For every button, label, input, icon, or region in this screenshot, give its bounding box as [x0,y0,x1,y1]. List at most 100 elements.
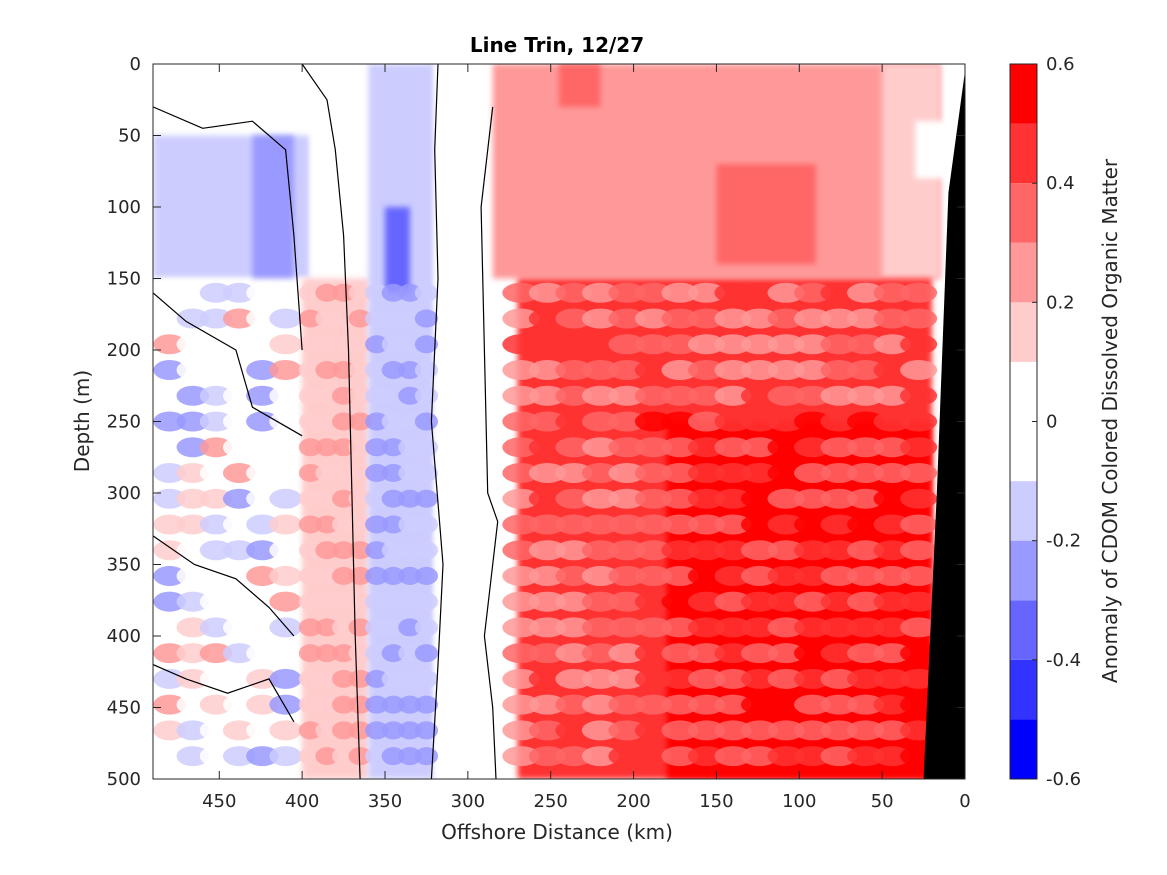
field-patch [581,334,619,355]
field-patch [398,489,422,508]
field-patch [687,514,726,535]
colorbar-segment [1010,481,1037,541]
field-patch [820,540,858,561]
field-patch [502,334,540,355]
field-patch [246,720,279,741]
field-patch [176,308,210,329]
field-patch [176,488,210,509]
field-patch [661,385,699,406]
field-patch [873,643,911,664]
field-patch [581,565,619,586]
field-patch [687,668,726,689]
field-patch [199,385,233,406]
field-patch [199,746,233,767]
field-patch [820,488,858,509]
field-patch [581,462,619,483]
field-region-7 [385,207,410,293]
field-patch [740,488,779,509]
field-patch [315,592,339,611]
field-patch [740,540,779,561]
field-patch [348,541,372,560]
field-patch [199,360,233,381]
field-patch [365,515,389,534]
field-patch [246,488,279,509]
field-patch [199,514,233,535]
field-patch [528,488,566,509]
field-patch [246,437,279,458]
field-patch [847,462,885,483]
field-patch [740,462,779,483]
field-patch [847,514,885,535]
chart-title: Line Trin, 12/27 [470,33,644,57]
field-patch [555,334,593,355]
zero-contour-line [153,664,295,723]
field-patch [199,565,233,586]
field-patch [381,361,405,380]
field-patch [381,412,405,431]
field-patch [687,411,726,432]
field-patch [873,282,911,303]
field-patch [873,385,911,406]
field-patch [608,282,646,303]
y-tick-label: 300 [107,483,141,504]
field-patch [348,644,372,663]
field-patch [687,694,726,715]
field-patch [793,308,832,329]
field-patch [714,514,752,535]
field-patch [555,565,593,586]
field-patch [348,386,372,405]
field-patch [740,746,779,767]
field-patch [793,668,832,689]
field-patch [298,335,323,354]
field-patch [365,463,389,482]
x-tick-label: 250 [534,791,568,812]
field-patch [348,669,372,688]
field-patch [398,463,422,482]
field-patch [414,669,439,688]
field-patch [176,540,210,561]
field-patch [365,541,389,560]
field-patch [714,720,752,741]
field-region-0 [153,64,311,136]
field-patch [298,309,323,328]
field-patch [820,617,858,638]
field-patch [634,746,673,767]
field-patch [199,694,233,715]
y-tick-label: 350 [107,555,141,576]
field-patch [246,282,279,303]
field-patch [714,617,752,638]
field-patch [176,720,210,741]
field-patch [687,488,726,509]
field-patch [381,669,405,688]
field-patch [153,617,186,638]
field-patch [222,334,256,355]
field-patch [661,360,699,381]
field-patch [608,308,646,329]
field-patch [847,385,885,406]
field-patch [767,462,805,483]
field-patch [847,617,885,638]
field-patch [222,694,256,715]
field-patch [873,720,911,741]
field-patch [767,334,805,355]
field-patch [222,668,256,689]
field-patch [269,360,302,381]
field-region-13 [915,121,949,179]
field-patch [581,668,619,689]
field-patch [398,644,422,663]
field-patch [365,438,389,457]
field-patch [555,591,593,612]
field-patch [269,411,302,432]
field-patch [714,360,752,381]
field-patch [634,411,673,432]
field-patch [222,462,256,483]
field-patch [199,540,233,561]
field-patch [687,617,726,638]
field-patch [528,385,566,406]
field-patch [555,385,593,406]
field-patch [222,360,256,381]
field-patch [714,694,752,715]
field-patch [381,644,405,663]
field-patch [873,591,911,612]
field-patch [661,488,699,509]
